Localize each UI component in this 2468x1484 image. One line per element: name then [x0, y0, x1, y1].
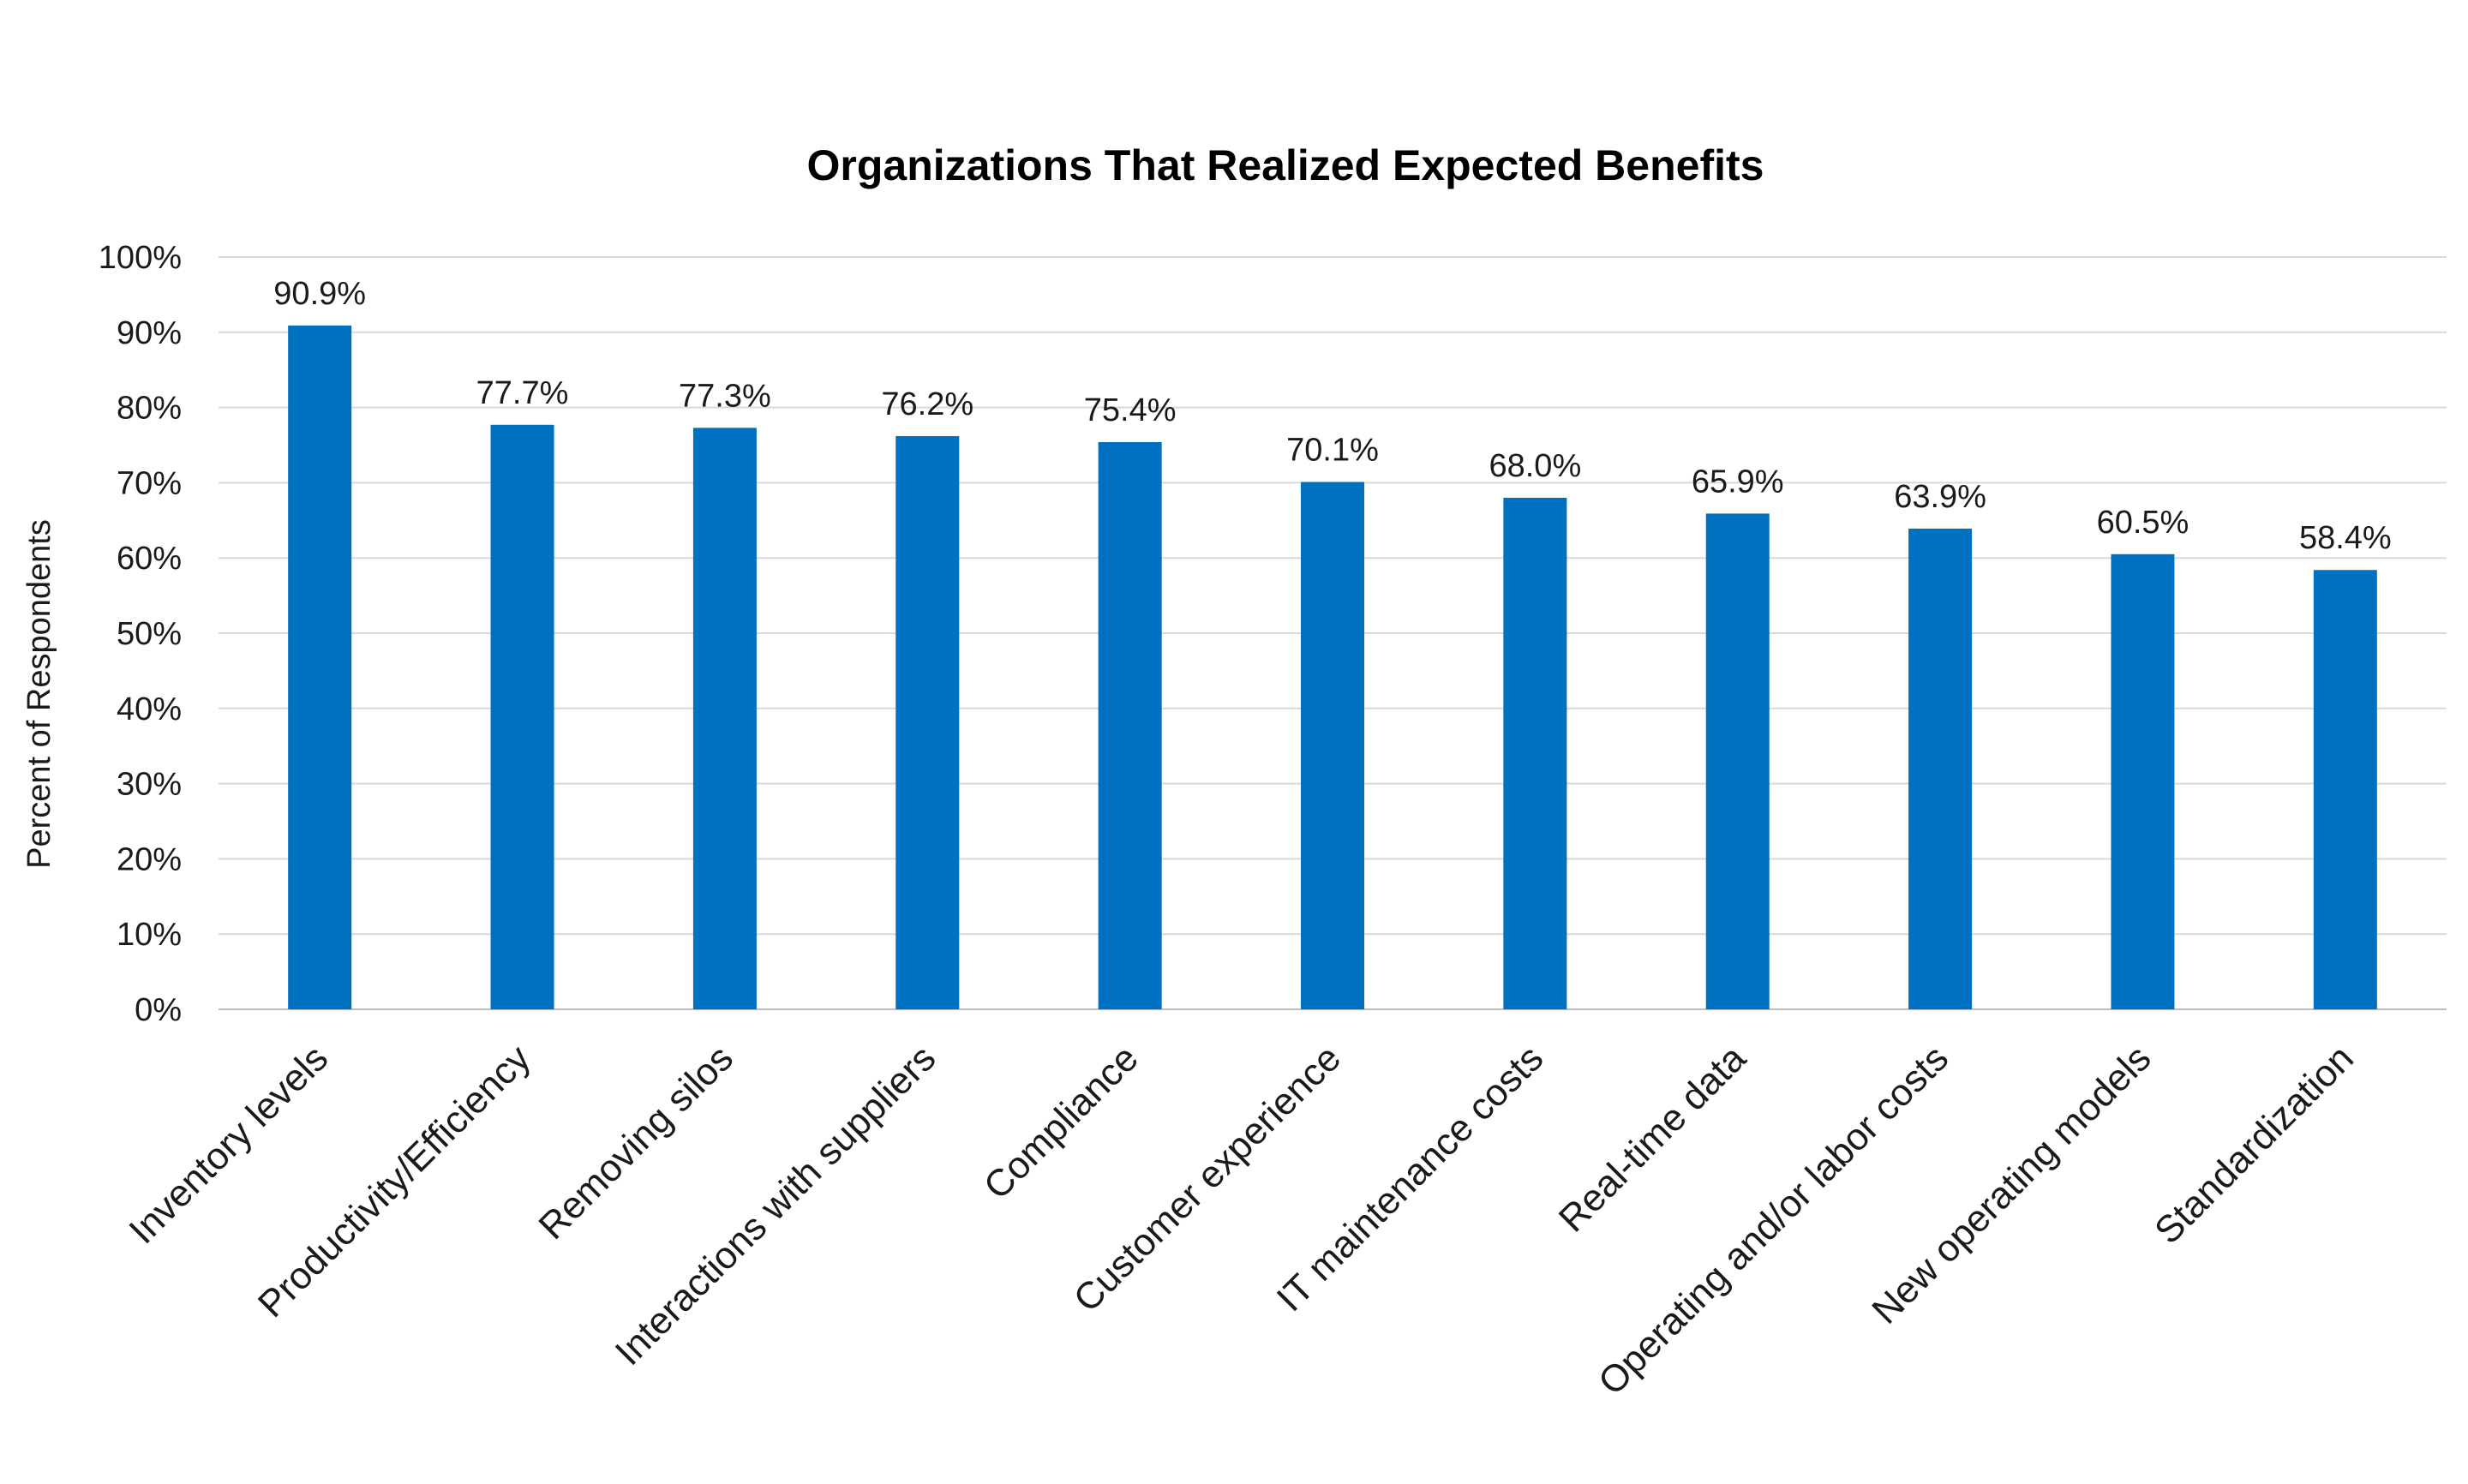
- y-tick-label: 90%: [117, 315, 182, 351]
- bar-value-label: 75.4%: [1084, 392, 1177, 428]
- x-tick-label: Real-time data: [1551, 1037, 1754, 1240]
- x-axis-ticks: Inventory levelsProductivity/EfficiencyR…: [121, 1037, 2361, 1403]
- bar: [1908, 528, 1973, 1009]
- y-tick-label: 100%: [99, 240, 182, 276]
- bar: [692, 428, 757, 1009]
- bar-value-label: 65.9%: [1692, 464, 1784, 500]
- bar-value-label: 76.2%: [881, 386, 973, 422]
- y-tick-label: 30%: [117, 767, 182, 803]
- y-tick-label: 80%: [117, 391, 182, 427]
- bar: [2313, 570, 2377, 1009]
- bar-value-label: 63.9%: [1894, 479, 1986, 515]
- bar: [896, 435, 960, 1009]
- bar: [1301, 482, 1364, 1009]
- bar-value-label: 68.0%: [1489, 448, 1581, 484]
- bar: [2111, 554, 2175, 1009]
- y-tick-label: 60%: [117, 541, 182, 577]
- bar: [490, 424, 554, 1009]
- x-tick-label: Standardization: [2147, 1037, 2362, 1252]
- x-tick-label: Operating and/or labor costs: [1590, 1037, 1956, 1403]
- chart-title: Organizations That Realized Expected Ben…: [807, 141, 1764, 189]
- y-axis-label: Percent of Respondents: [21, 519, 57, 869]
- y-tick-label: 20%: [117, 841, 182, 877]
- bar-value-label: 60.5%: [2097, 505, 2189, 541]
- y-tick-label: 40%: [117, 691, 182, 727]
- bar-value-label: 70.1%: [1286, 433, 1379, 469]
- y-tick-label: 50%: [117, 616, 182, 652]
- x-tick-label: Removing silos: [530, 1037, 741, 1248]
- bars: [288, 325, 2377, 1009]
- bar-value-labels: 90.9% 77.7% 77.3% 76.2% 75.4% 70.1% 68.0% 65.9%…: [273, 276, 2391, 556]
- x-tick-label: Interactions with suppliers: [608, 1037, 944, 1373]
- y-axis-ticks: 0% 10% 20% 30% 40% 50% 60% 70% 80% 90% 100%: [99, 240, 182, 1028]
- bar-value-label: 77.3%: [679, 378, 771, 414]
- bar: [288, 325, 352, 1009]
- bar-value-label: 90.9%: [273, 276, 366, 312]
- bar: [1705, 513, 1770, 1009]
- bar: [1503, 497, 1567, 1009]
- bar-value-label: 77.7%: [476, 375, 569, 411]
- y-tick-label: 70%: [117, 465, 182, 501]
- y-tick-label: 0%: [135, 992, 182, 1028]
- x-tick-label: Inventory levels: [121, 1037, 336, 1252]
- x-tick-label: Compliance: [976, 1037, 1147, 1207]
- bar: [1098, 441, 1162, 1009]
- y-tick-label: 10%: [117, 917, 182, 953]
- bar-value-label: 58.4%: [2299, 520, 2392, 556]
